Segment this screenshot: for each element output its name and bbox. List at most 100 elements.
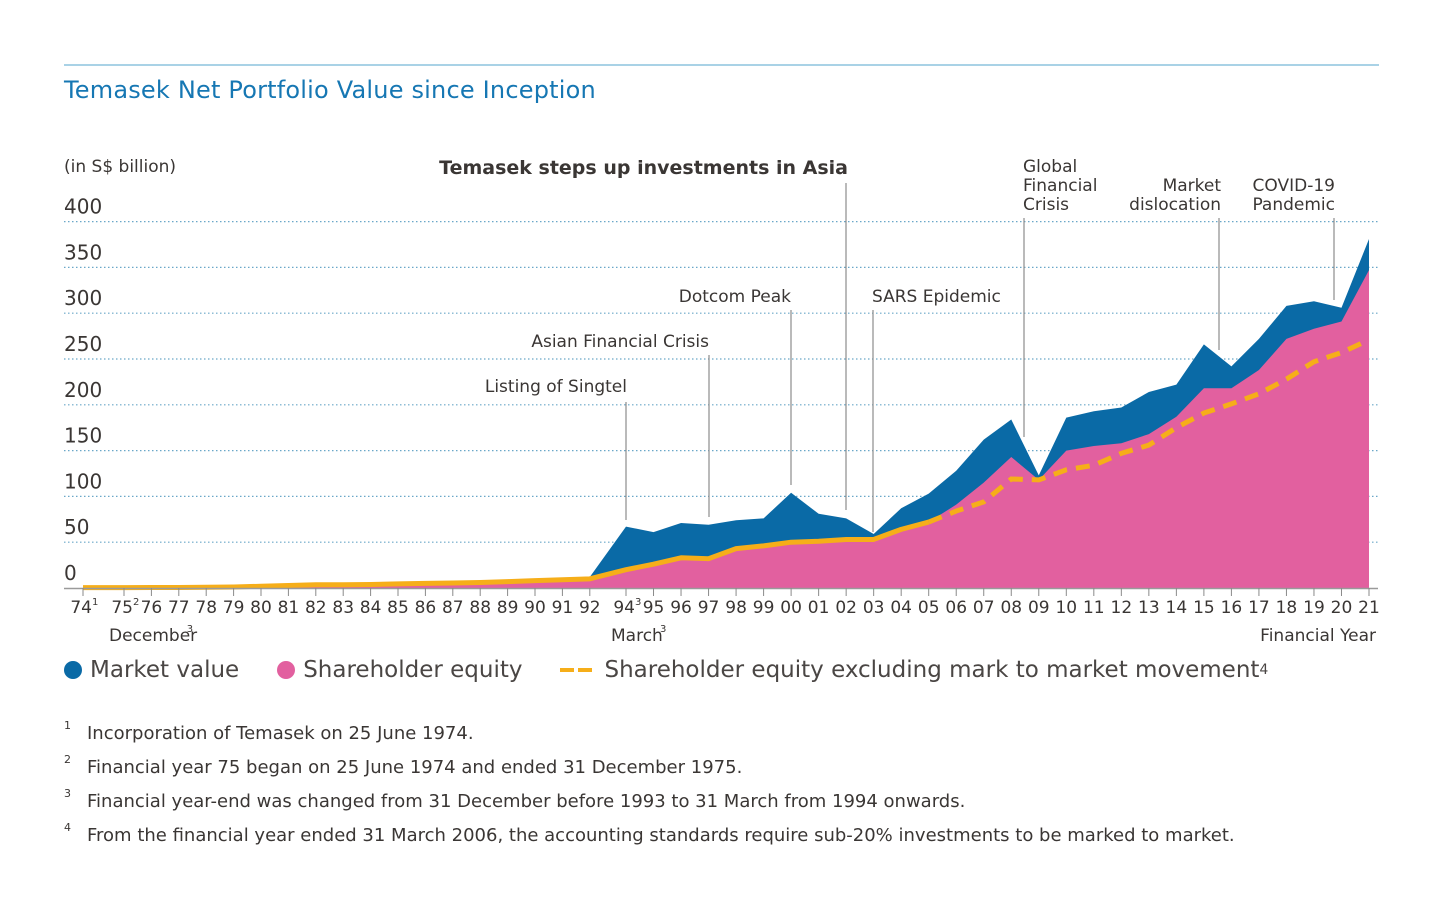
x-tick-label: 96 [670,598,692,618]
x-tick-label: 83 [332,598,354,618]
x-tick-label: 78 [195,598,217,618]
annotation-label: Market [1163,176,1222,196]
x-tick-label: 18 [1276,598,1298,618]
x-tick-label: 13 [1138,598,1160,618]
footnote-text: Financial year 75 began on 25 June 1974 … [87,756,743,778]
legend-item-shareholder-equity: Shareholder equity [277,657,522,683]
x-tick-label: 89 [497,598,519,618]
x-tick-label: 74 [70,598,92,618]
footnote-text: Financial year-end was changed from 31 D… [87,790,966,812]
footnotes: 1 Incorporation of Temasek on 25 June 197… [64,716,1235,852]
shareholder-equity-swatch-icon [277,661,296,679]
legend-superscript: 4 [1259,662,1269,678]
x-tick-label: 01 [808,598,830,618]
x-tick-label: 17 [1248,598,1270,618]
x-tick-label: 90 [524,598,546,618]
footnote: 1 Incorporation of Temasek on 25 June 197… [64,716,1235,750]
annotation-label: COVID-19 [1253,176,1335,196]
y-tick-label: 200 [64,378,102,402]
legend-item-market-value: Market value [64,657,239,683]
annotation-label: Listing of Singtel [485,377,627,397]
annotation-label: Dotcom Peak [679,287,791,307]
annotation-label: Financial [1023,176,1097,196]
x-tick-label: 92 [579,598,601,618]
y-axis-label: (in S$ billion) [64,157,176,177]
annotation-label: Asian Financial Crisis [531,332,709,352]
period-label-superscript: 3 [187,624,193,635]
x-tick-label: 97 [698,598,720,618]
shareholder-equity-area [83,270,1369,588]
annotation-label: Crisis [1023,195,1069,215]
x-tick-label: 85 [387,598,409,618]
equity-excl-mtm-line-dashed [927,337,1371,525]
x-tick-label: 77 [168,598,190,618]
footnote-number: 1 [64,719,71,732]
x-tick-label: 06 [945,598,967,618]
x-tick-label: 21 [1358,598,1380,618]
x-tick-label: 94 [613,598,635,618]
x-tick-label: 91 [552,598,574,618]
x-tick-label: 82 [305,598,327,618]
x-tick-label: 08 [1000,598,1022,618]
x-tick-label: 20 [1331,598,1353,618]
x-tick-label: 86 [415,598,437,618]
legend: Market value Shareholder equity Sharehol… [64,657,1306,683]
legend-label: Shareholder equity excluding mark to mar… [604,657,1260,683]
x-tick-label: 79 [223,598,245,618]
x-tick-label: 88 [469,598,491,618]
footnote-number: 2 [64,753,71,766]
x-tick-label: 12 [1111,598,1133,618]
x-tick-label: 95 [643,598,665,618]
top-rule [64,64,1379,66]
x-tick-label: 03 [863,598,885,618]
period-label: December [109,626,197,646]
x-tick-label: 11 [1083,598,1105,618]
chart-title: Temasek Net Portfolio Value since Incept… [64,76,596,104]
x-tick-label: 14 [1166,598,1188,618]
period-label: March [611,626,663,646]
x-tick-label: 09 [1028,598,1050,618]
footnote-text: From the financial year ended 31 March 2… [87,824,1235,846]
x-tick-superscript: 1 [92,597,98,608]
x-tick-label: 07 [973,598,995,618]
x-tick-superscript: 3 [635,597,641,608]
x-tick-label: 00 [780,598,802,618]
legend-item-equity-excl-mtm: Shareholder equity excluding mark to mar… [560,657,1268,683]
y-tick-label: 350 [64,240,102,264]
equity-excl-mtm-line-solid [82,519,930,591]
annotation-label: dislocation [1129,195,1221,215]
annotation-label: SARS Epidemic [872,287,1001,307]
x-tick-label: 98 [725,598,747,618]
annotation-label: Temasek steps up investments in Asia [439,157,848,179]
x-tick-label: 80 [250,598,272,618]
y-tick-label: 50 [64,515,89,539]
y-tick-label: 300 [64,286,102,310]
x-tick-label: 15 [1193,598,1215,618]
portfolio-value-chart: (in S$ billion)0501001502002503003504007… [64,157,1380,646]
x-axis-label: Financial Year [1260,626,1376,646]
footnote: 4 From the financial year ended 31 March … [64,818,1235,852]
annotation-label: Pandemic [1252,195,1335,215]
x-tick-label: 16 [1221,598,1243,618]
y-tick-label: 150 [64,424,102,448]
y-tick-label: 250 [64,332,102,356]
x-tick-label: 19 [1303,598,1325,618]
x-tick-label: 99 [753,598,775,618]
y-tick-label: 100 [64,469,102,493]
footnote: 2 Financial year 75 began on 25 June 1974… [64,750,1235,784]
x-tick-label: 84 [360,598,382,618]
y-tick-label: 400 [64,195,102,219]
x-tick-label: 05 [918,598,940,618]
x-tick-label: 76 [141,598,163,618]
legend-label: Shareholder equity [303,657,523,683]
x-tick-label: 10 [1055,598,1077,618]
y-tick-label: 0 [64,561,77,585]
annotation-label: Global [1023,157,1077,177]
legend-label: Market value [90,657,240,683]
period-label-superscript: 3 [660,624,666,635]
dashed-line-swatch-icon [560,668,596,672]
x-tick-label: 04 [890,598,912,618]
footnote-number: 3 [64,787,71,800]
x-tick-label: 02 [835,598,857,618]
footnote: 3 Financial year-end was changed from 31 … [64,784,1235,818]
